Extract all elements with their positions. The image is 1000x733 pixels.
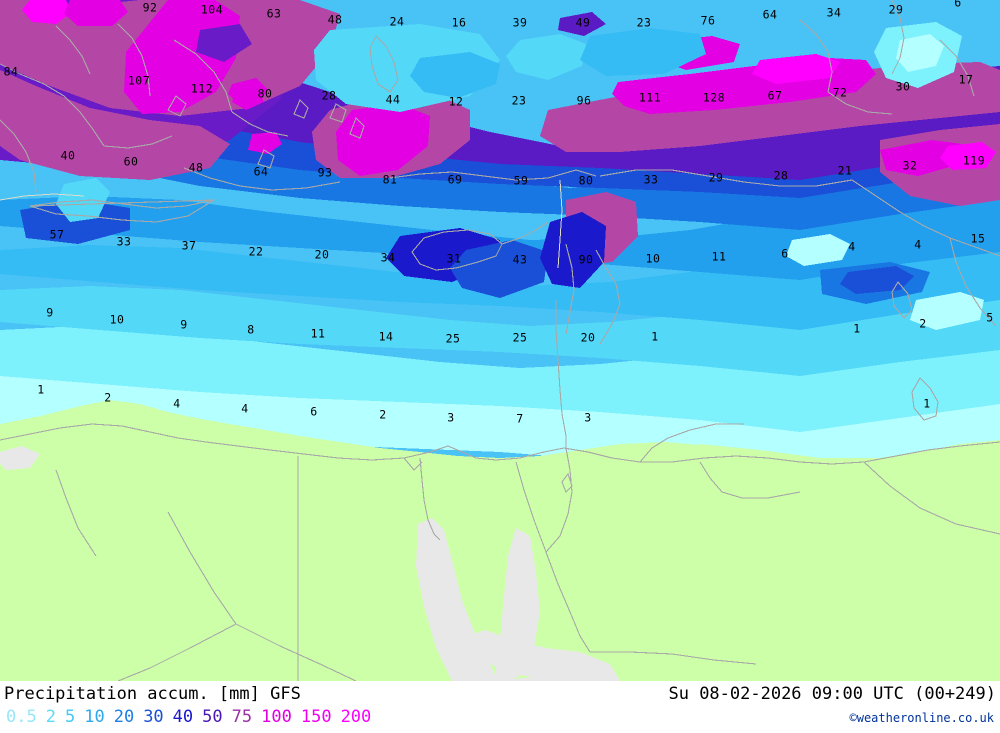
land-redsea-basin2 <box>496 676 586 681</box>
cyan-pocket-ne2 <box>896 34 944 72</box>
accent-violet-2 <box>196 24 252 62</box>
color-scale-legend[interactable]: 0.5 2 5 10 20 30 40 50 75 100 150 200 <box>6 707 380 727</box>
scale-stop-20[interactable]: 20 <box>113 707 135 727</box>
cyan-lobe-4 <box>580 28 706 76</box>
blue-eye-levant <box>540 212 606 288</box>
land-redsea-basin <box>466 630 620 681</box>
product-title: Precipitation accum. [mm] GFS <box>4 684 301 704</box>
land-arabia <box>700 440 1000 681</box>
scale-stop-100[interactable]: 100 <box>261 707 292 727</box>
band-200-east <box>752 54 840 84</box>
copyright-notice: ©weatheronline.co.uk <box>849 711 995 725</box>
map-canvas <box>0 0 1000 681</box>
band-10 <box>0 226 1000 330</box>
scale-stop-30[interactable]: 30 <box>143 707 164 727</box>
scale-stop-40[interactable]: 40 <box>172 707 194 727</box>
band-2 <box>0 310 1000 432</box>
precipitation-map[interactable]: 92 104 63 48 24 16 39 49 23 76 64 34 29 6 84 107 112 80 28… <box>0 0 1000 681</box>
band-100-nw2 <box>64 0 128 26</box>
cyan-lobe-3 <box>506 34 586 80</box>
band-200-nw <box>22 0 72 24</box>
country-borders <box>0 0 1000 681</box>
band-5 <box>0 268 1000 376</box>
band-100-mid3 <box>248 132 282 154</box>
coastline-highlight <box>0 179 563 269</box>
valid-timestamp: Su 08-02-2026 09:00 UTC (00+249) <box>668 684 996 704</box>
scale-stop-5[interactable]: 5 <box>64 707 76 727</box>
scale-stop-150[interactable]: 150 <box>300 707 332 727</box>
scale-stop-2[interactable]: 2 <box>45 707 56 727</box>
cyan-pocket-e <box>786 234 850 266</box>
cyan-lobe-2 <box>410 52 500 98</box>
map-footer: Precipitation accum. [mm] GFS Su 08-02-2… <box>0 681 1000 733</box>
cyan-pocket-e2 <box>910 292 984 330</box>
scale-stop-200[interactable]: 200 <box>340 707 372 727</box>
accent-violet-1 <box>558 12 606 36</box>
band-20 <box>0 184 1000 280</box>
scale-stop-10[interactable]: 10 <box>84 707 105 727</box>
band-100-farright <box>880 140 962 176</box>
scale-stop-0.5[interactable]: 0.5 <box>6 707 37 727</box>
band-75-west-tail <box>0 70 230 180</box>
land-patch-nw <box>0 446 40 470</box>
scale-stop-50[interactable]: 50 <box>202 707 223 727</box>
band-75-east <box>540 62 1000 152</box>
cyan-eye-left <box>56 178 110 222</box>
accent-magenta-small <box>232 88 264 110</box>
scale-stop-75[interactable]: 75 <box>231 707 253 727</box>
blue-eye-cyprus2 <box>450 240 548 298</box>
band-200-farright <box>940 142 996 170</box>
